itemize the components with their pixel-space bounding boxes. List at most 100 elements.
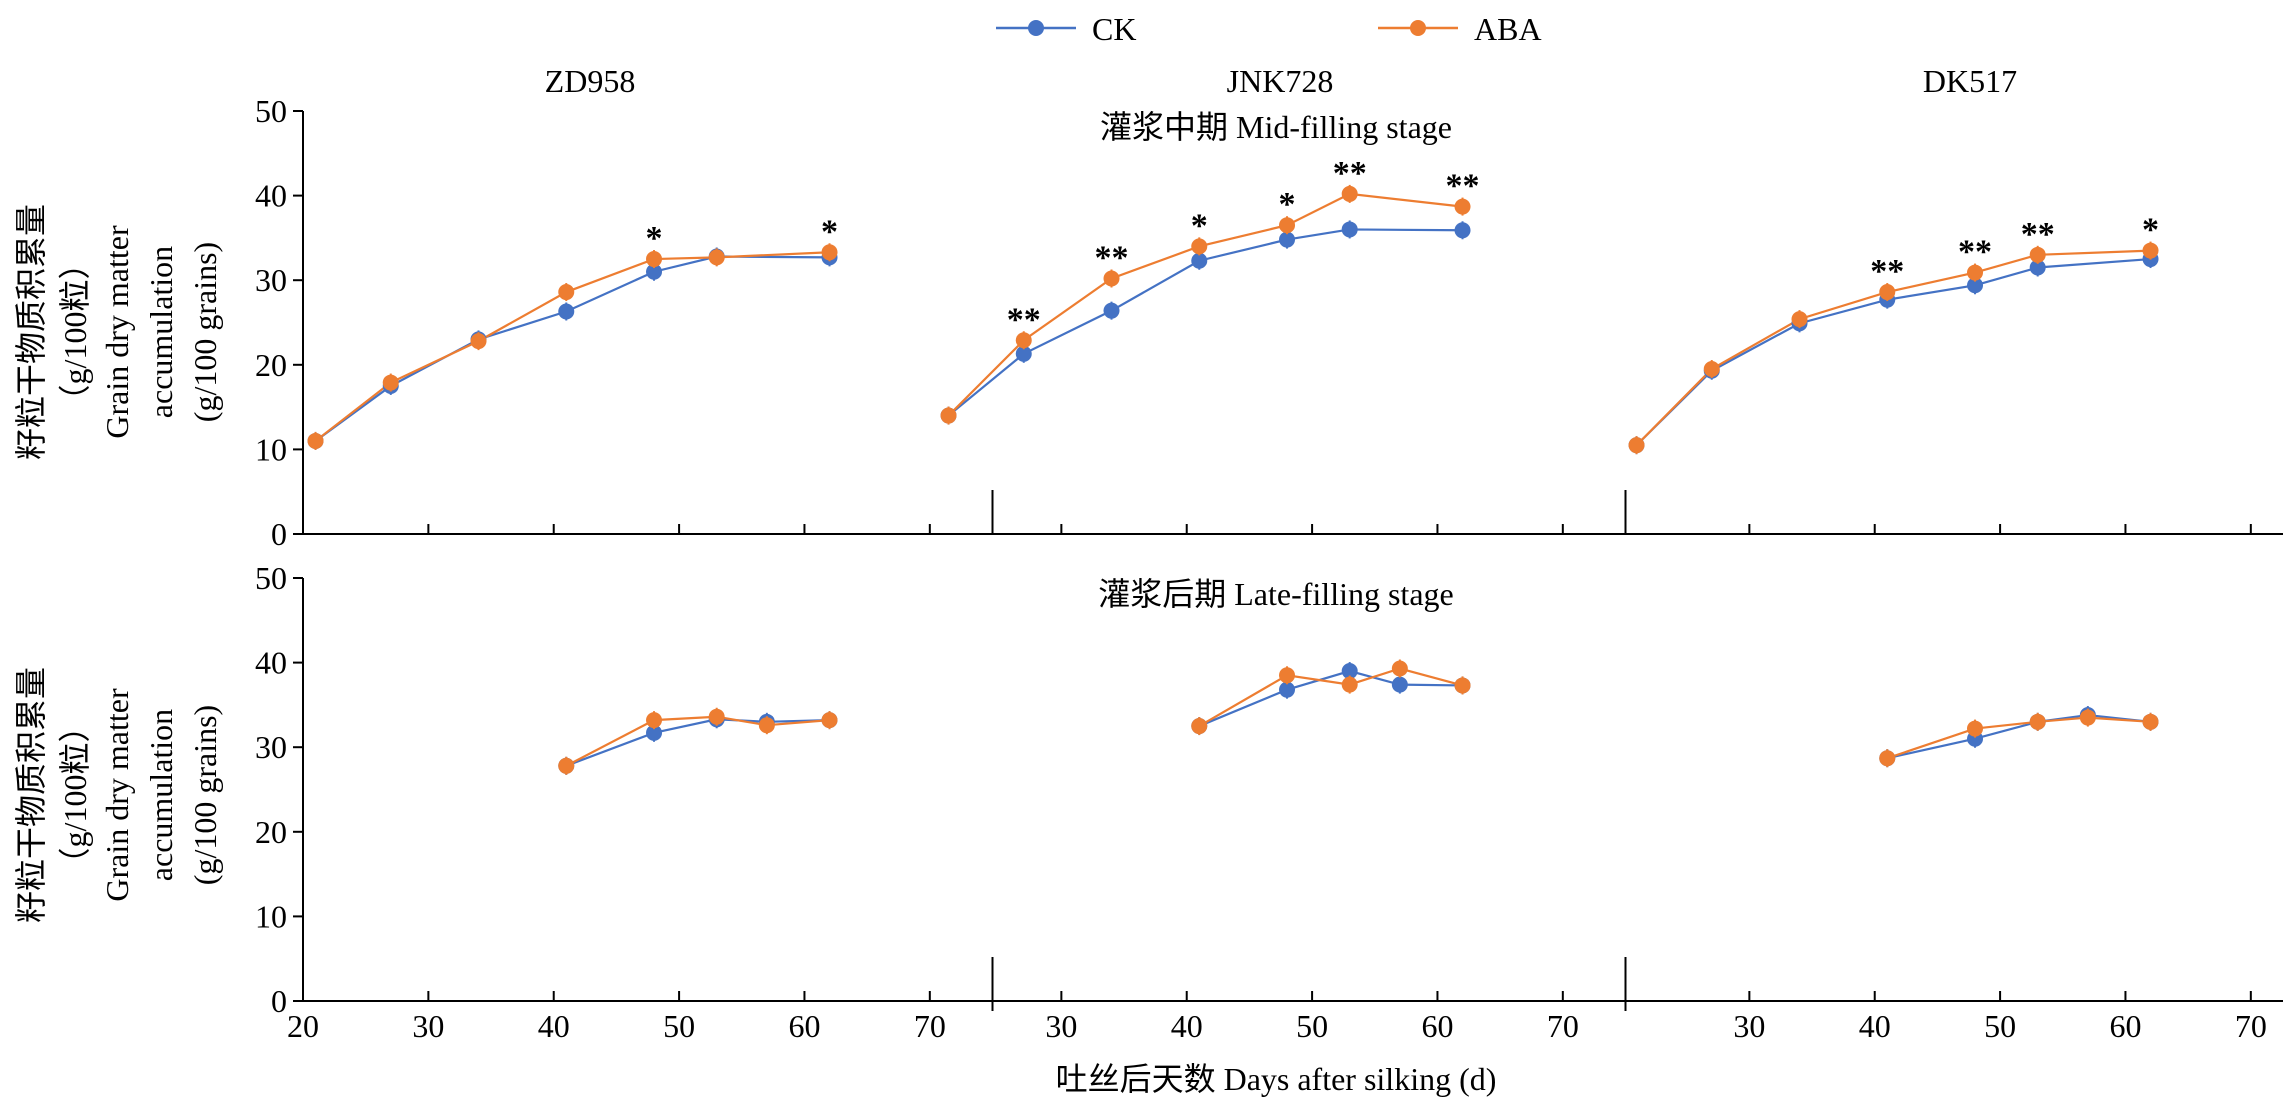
significance-label: ** xyxy=(1333,155,1367,192)
x-tick-label: 70 xyxy=(2235,1008,2267,1044)
data-point-ck xyxy=(1279,231,1296,248)
legend: CK ABA xyxy=(996,11,1542,47)
data-point-aba xyxy=(1879,284,1896,301)
significance-label: * xyxy=(1279,186,1296,223)
data-point-aba xyxy=(1967,720,1984,737)
series-line-aba xyxy=(314,251,830,442)
data-point-aba xyxy=(1279,667,1296,684)
data-point-ck xyxy=(558,303,575,320)
legend-label-aba: ABA xyxy=(1474,11,1542,47)
data-point-ck xyxy=(1279,681,1296,698)
data-point-aba xyxy=(1703,361,1720,378)
y-label-cn-top: 籽粒干物质积累量 xyxy=(13,204,49,460)
data-point-ck xyxy=(646,724,663,741)
y-tick-label: 0 xyxy=(271,516,287,552)
data-point-ck xyxy=(1191,252,1208,269)
data-point-aba xyxy=(1454,677,1471,694)
significance-label: ** xyxy=(2021,216,2055,253)
data-point-aba xyxy=(558,757,575,774)
y-tick-label: 40 xyxy=(255,178,287,214)
data-point-ck xyxy=(1341,221,1358,238)
x-tick-label: 50 xyxy=(663,1008,695,1044)
x-tick-label: 50 xyxy=(1984,1008,2016,1044)
data-point-aba xyxy=(940,407,957,424)
series-line-ck xyxy=(314,255,830,442)
data-point-aba xyxy=(1879,750,1896,767)
significance-label: ** xyxy=(1095,240,1129,277)
data-point-aba xyxy=(1791,311,1808,328)
data-point-ck xyxy=(1391,676,1408,693)
x-tick-label: 60 xyxy=(2109,1008,2141,1044)
data-point-aba xyxy=(1191,718,1208,735)
y-axis-label-bottom: 籽粒干物质积累量 （g/100粒） Grain dry matter accum… xyxy=(13,667,223,923)
y-axis-label-top: 籽粒干物质积累量 （g/100粒） Grain dry matter accum… xyxy=(13,204,223,460)
y-tick-label: 50 xyxy=(255,560,287,596)
data-point-aba xyxy=(1454,198,1471,215)
significance-label: * xyxy=(1191,207,1208,244)
significance-label: ** xyxy=(1007,301,1041,338)
legend-label-ck: CK xyxy=(1092,11,1136,47)
legend-item-aba: ABA xyxy=(1378,11,1542,47)
x-tick-label: 40 xyxy=(538,1008,570,1044)
data-point-aba xyxy=(646,251,663,268)
y-tick-label: 30 xyxy=(255,262,287,298)
significance-label: * xyxy=(821,213,838,250)
x-tick-label: 50 xyxy=(1296,1008,1328,1044)
y-tick-label: 30 xyxy=(255,729,287,765)
row-title-mid-filling: 灌浆中期 Mid-filling stage xyxy=(1100,109,1452,145)
y-tick-label: 0 xyxy=(271,983,287,1019)
data-point-aba xyxy=(1628,437,1645,454)
series-line-ck xyxy=(1198,669,1463,728)
y-label-en3-top: (g/100 grains) xyxy=(187,242,223,422)
data-point-aba xyxy=(2142,242,2159,259)
data-point-aba xyxy=(1279,217,1296,234)
y-label-en2-bottom: accumulation xyxy=(143,709,179,881)
y-label-en2-top: accumulation xyxy=(143,246,179,418)
data-point-ck xyxy=(1103,302,1120,319)
data-point-aba xyxy=(1015,332,1032,349)
data-point-aba xyxy=(2029,713,2046,730)
y-label-unit-top: （g/100粒） xyxy=(57,248,93,417)
series-line-ck xyxy=(565,718,830,767)
significance-label: * xyxy=(2142,212,2159,249)
y-tick-label: 20 xyxy=(255,814,287,850)
data-point-aba xyxy=(1391,660,1408,677)
significance-label: ** xyxy=(1870,253,1904,290)
column-title-zd958: ZD958 xyxy=(545,63,636,99)
data-point-aba xyxy=(1341,185,1358,202)
data-point-aba xyxy=(1191,238,1208,255)
x-tick-label: 40 xyxy=(1171,1008,1203,1044)
x-axis-label: 吐丝后天数 Days after silking (d) xyxy=(1056,1061,1497,1097)
y-label-en1-bottom: Grain dry matter xyxy=(99,688,135,902)
data-point-ck xyxy=(1015,345,1032,362)
significance-label: ** xyxy=(1958,234,1992,271)
data-point-aba xyxy=(307,432,324,449)
legend-marker-aba xyxy=(1410,20,1426,36)
series-line-ck xyxy=(1887,713,2151,760)
data-point-ck xyxy=(1341,663,1358,680)
significance-label: ** xyxy=(1446,168,1480,205)
data-point-aba xyxy=(382,374,399,391)
x-tick-label: 30 xyxy=(1045,1008,1077,1044)
legend-marker-ck xyxy=(1028,20,1044,36)
data-point-aba xyxy=(2142,713,2159,730)
data-point-aba xyxy=(1341,676,1358,693)
data-point-aba xyxy=(821,244,838,261)
data-point-aba xyxy=(821,712,838,729)
column-title-jnk728: JNK728 xyxy=(1227,63,1334,99)
y-label-cn-bottom: 籽粒干物质积累量 xyxy=(13,667,49,923)
x-tick-label: 30 xyxy=(1733,1008,1765,1044)
x-tick-label: 60 xyxy=(788,1008,820,1044)
x-tick-label: 40 xyxy=(1859,1008,1891,1044)
x-tick-label: 70 xyxy=(914,1008,946,1044)
data-point-aba xyxy=(708,249,725,266)
y-tick-label: 50 xyxy=(255,93,287,129)
data-point-aba xyxy=(646,712,663,729)
data-point-aba xyxy=(2079,709,2096,726)
data-point-aba xyxy=(470,333,487,350)
data-point-ck xyxy=(1454,222,1471,239)
x-tick-label: 60 xyxy=(1421,1008,1453,1044)
